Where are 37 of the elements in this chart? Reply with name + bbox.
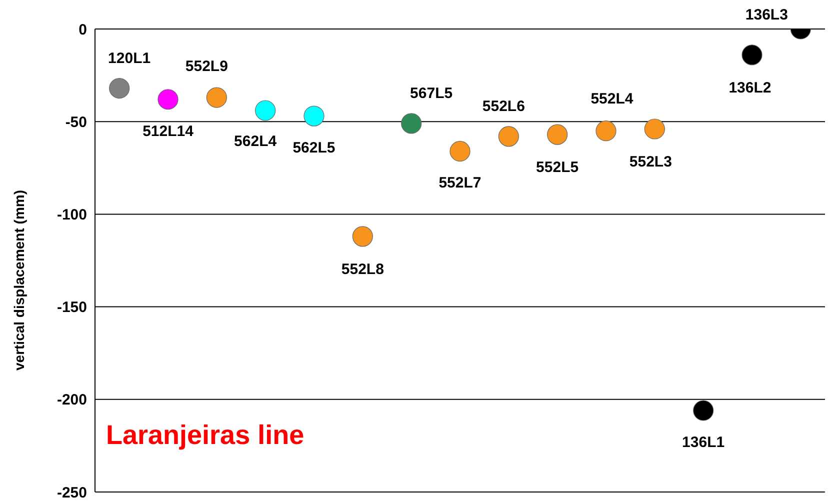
y-tick-label: 0 <box>78 21 87 38</box>
point <box>401 113 422 134</box>
data-label: 552L6 <box>482 98 525 115</box>
y-tick-label: -150 <box>56 299 87 316</box>
data-label: 552L7 <box>438 174 482 192</box>
data-label: 567L5 <box>410 84 453 102</box>
data-label: 552L3 <box>629 154 672 171</box>
data-label: 120L1 <box>108 50 151 67</box>
point <box>693 400 714 421</box>
data-label: 552L5 <box>536 159 579 176</box>
data-label: 552L8 <box>341 260 384 278</box>
data-label: 562L4 <box>234 132 278 150</box>
point <box>158 89 178 110</box>
y-tick-label: -250 <box>56 484 87 502</box>
point <box>304 106 324 126</box>
data-label: 552L4 <box>590 90 634 108</box>
data-label: 136L1 <box>682 434 725 452</box>
point <box>255 100 276 121</box>
annotation: Laranjeiras line <box>106 420 304 451</box>
data-label: 136L3 <box>745 6 788 24</box>
y-tick-label: -100 <box>56 206 87 224</box>
y-axis-title: vertical displacement (mm) <box>10 190 27 370</box>
data-label: 562L5 <box>292 140 336 157</box>
data-label: 136L2 <box>728 79 772 96</box>
data-label: 552L9 <box>185 58 228 76</box>
y-tick-label: -200 <box>56 392 87 409</box>
y-tick-label: -50 <box>65 114 87 131</box>
point <box>206 87 227 108</box>
point <box>498 126 519 147</box>
data-label: 512L14 <box>142 122 194 140</box>
point <box>547 124 568 145</box>
point <box>742 44 762 66</box>
point <box>109 78 130 99</box>
point <box>352 226 373 247</box>
point <box>644 118 665 140</box>
point <box>596 120 616 142</box>
point <box>450 140 470 162</box>
